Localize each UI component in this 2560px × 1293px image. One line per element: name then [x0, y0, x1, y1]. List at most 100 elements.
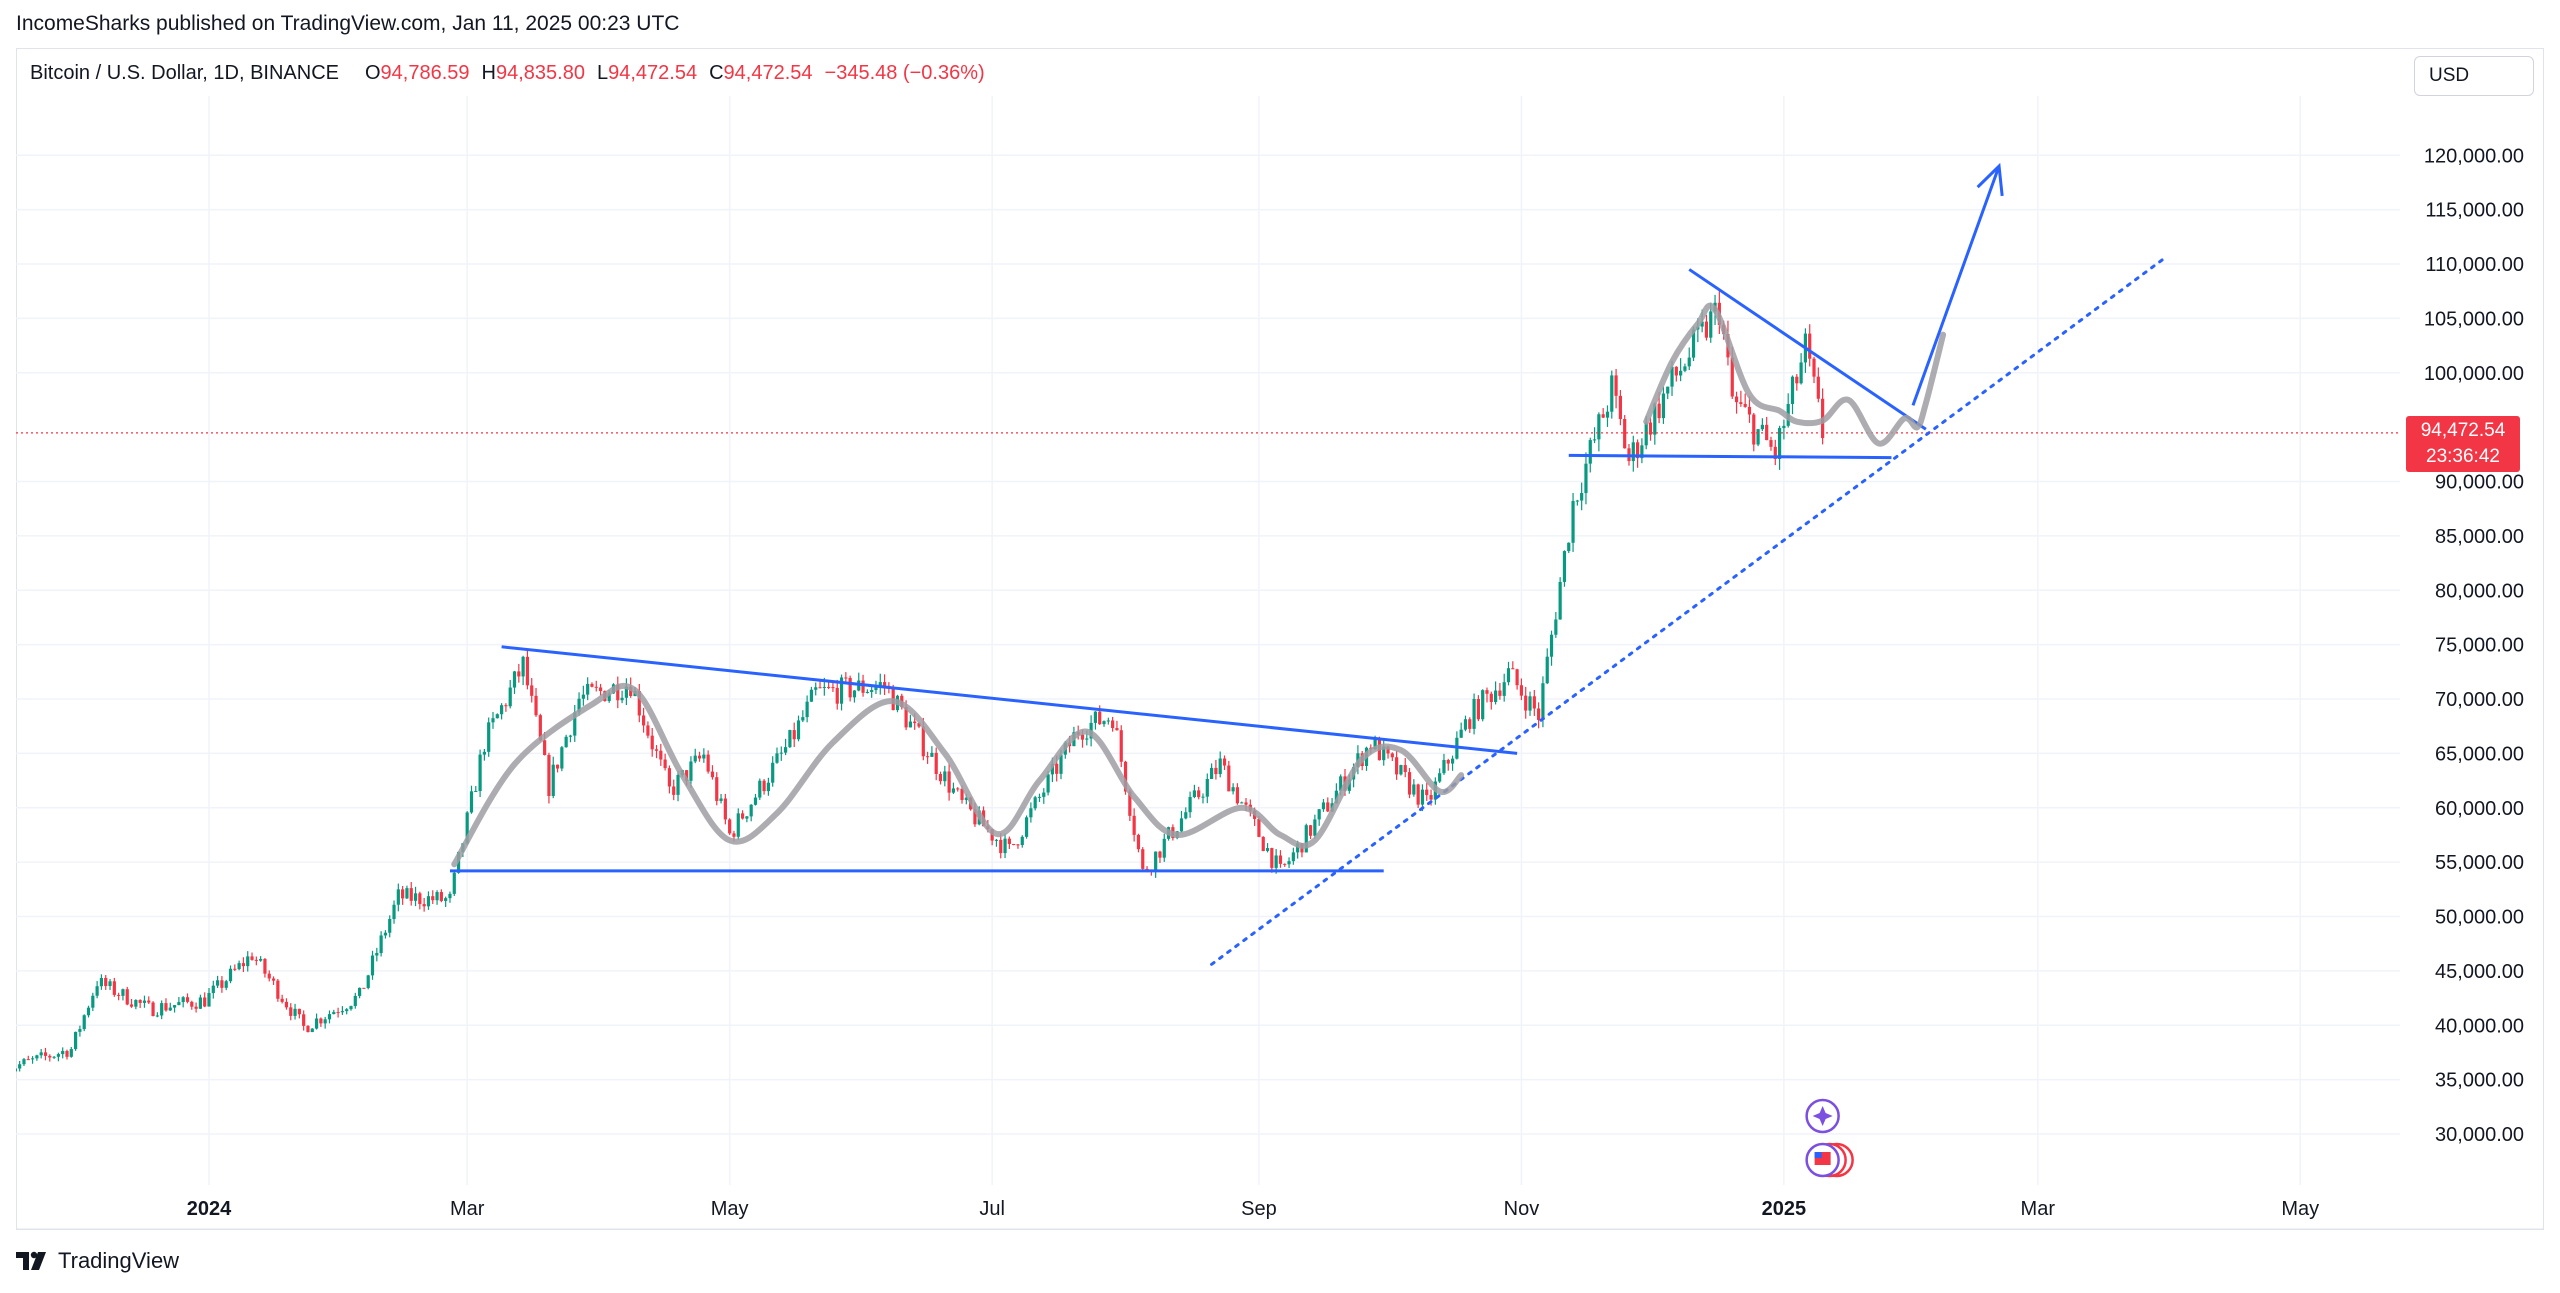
candle [525, 648, 530, 690]
candle-body [827, 686, 831, 688]
candle-body [908, 721, 912, 728]
candle-body [667, 768, 672, 787]
candle [1803, 328, 1808, 373]
candle [1661, 386, 1666, 424]
candle [271, 976, 276, 985]
candle [9, 1068, 12, 1078]
candle-body [323, 1019, 327, 1024]
candle-body [581, 694, 585, 699]
last-price-value: 94,472.54 [2420, 420, 2506, 441]
candle [1640, 438, 1644, 464]
candle [1618, 390, 1622, 426]
candle-body [48, 1055, 52, 1058]
candle [104, 975, 108, 990]
candle-body [1158, 851, 1162, 858]
candle [736, 808, 740, 840]
candle [551, 756, 555, 799]
candle-body [1442, 760, 1446, 774]
projection-arrow [1911, 162, 2004, 406]
candle-body [1007, 838, 1011, 844]
candle [401, 886, 405, 905]
dotted-support-trendline [1210, 258, 2165, 966]
candle [16, 1068, 17, 1072]
candle [827, 681, 831, 690]
candle [1227, 760, 1231, 792]
candle [1455, 731, 1459, 760]
candle-body [26, 1059, 30, 1061]
candle [1765, 416, 1769, 441]
price-tick-label: 120,000.00 [2424, 145, 2524, 167]
candle [181, 996, 185, 1008]
candle [779, 746, 783, 761]
candle [1666, 386, 1670, 400]
candle-body [964, 797, 968, 800]
time-tick-label: 2025 [1762, 1198, 1807, 1220]
candle [1412, 779, 1416, 797]
candle [74, 1031, 78, 1051]
candle-body [444, 898, 448, 901]
time-tick-label: Mar [2021, 1198, 2056, 1220]
candle-body [517, 671, 521, 677]
candle-body [1506, 668, 1511, 683]
currency-button[interactable]: USD [2414, 56, 2534, 96]
candle-body [82, 1015, 86, 1030]
candle [336, 1007, 340, 1018]
candle [1158, 850, 1162, 863]
candle-body [177, 1002, 181, 1006]
candle-body [839, 677, 844, 704]
candle-body [1278, 855, 1283, 864]
candle [586, 677, 590, 701]
candle-body [224, 981, 228, 988]
candle [56, 1052, 60, 1062]
candle [39, 1048, 43, 1059]
candle-body [1683, 366, 1687, 371]
candle-body [745, 816, 749, 819]
candle [814, 682, 818, 696]
candle [1214, 759, 1218, 780]
price-tick-label: 60,000.00 [2435, 798, 2524, 820]
candle [1519, 678, 1524, 701]
candle-body [1571, 501, 1575, 543]
candle-body [1197, 790, 1201, 798]
candle-body [1730, 357, 1734, 397]
tradingview-footer[interactable]: TradingView [16, 1248, 179, 1274]
time-tick-label: May [711, 1198, 749, 1220]
candle-body [104, 977, 108, 987]
candle [469, 785, 474, 814]
candle [766, 777, 770, 796]
candle [857, 672, 861, 692]
candle [18, 1060, 22, 1072]
candle-body [1468, 719, 1472, 729]
candle [26, 1055, 30, 1061]
candle [1502, 673, 1506, 702]
candle-body [1399, 765, 1403, 775]
candle-body [5, 1069, 8, 1076]
candle-body [319, 1018, 323, 1024]
candle [1679, 358, 1683, 382]
candle-body [723, 798, 727, 820]
candle-body [349, 1006, 353, 1010]
candle [478, 749, 482, 798]
candle-body [1098, 711, 1102, 725]
candle [117, 992, 121, 1001]
candle [314, 1013, 319, 1030]
candle [672, 779, 676, 801]
candle-body [702, 754, 706, 759]
candle [1812, 356, 1816, 384]
symbol-label[interactable]: Bitcoin / U.S. Dollar, 1D, BINANCE [30, 62, 339, 84]
candle-body [598, 687, 603, 691]
candle-body [1123, 761, 1128, 792]
candle-body [689, 761, 693, 781]
candle [792, 722, 796, 748]
candle-body [1631, 442, 1635, 462]
candle-body [190, 1001, 194, 1007]
candle-body [16, 1068, 17, 1072]
candle-body [1102, 721, 1106, 725]
candle-body [388, 919, 392, 933]
candle-body [117, 994, 121, 996]
candle [1201, 793, 1205, 804]
candle [1648, 417, 1653, 441]
candle-body [672, 786, 676, 795]
candle-body [1450, 758, 1455, 764]
